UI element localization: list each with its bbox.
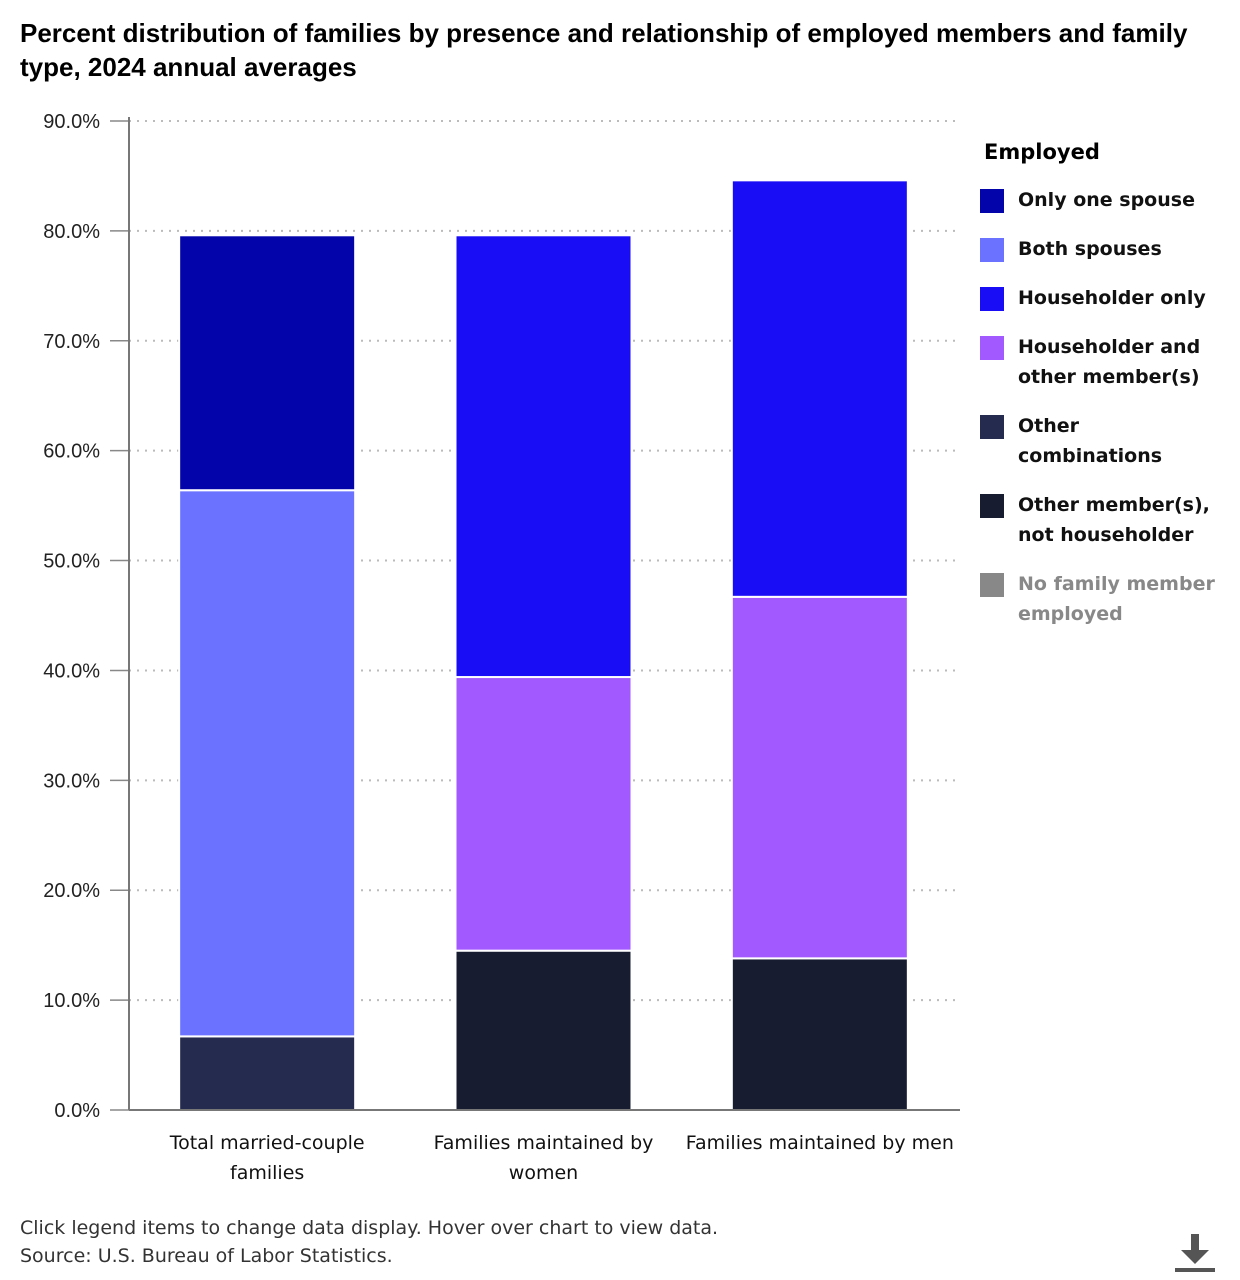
y-tick-label: 70.0% [43,331,100,353]
legend: Employed Only one spouse Both spouses Hous… [980,140,1230,651]
y-tick-label: 30.0% [43,770,100,792]
y-tick-label: 0.0% [54,1100,100,1122]
bar-segment[interactable] [730,957,909,1111]
y-tick-label: 90.0% [43,111,100,133]
x-tick-label: Families maintained by men [686,1132,954,1154]
legend-swatch [980,336,1004,360]
legend-item[interactable]: Other combinations [980,414,1230,471]
legend-swatch [980,415,1004,439]
legend-label: Householder only [1018,287,1206,309]
y-tick-label: 60.0% [43,441,100,463]
bar-segment[interactable] [178,234,357,492]
legend-label: Both spouses [1018,238,1162,260]
legend-label: Only one spouse [1018,189,1195,211]
x-tick-label: Families maintained by women [434,1132,654,1184]
legend-label: Householder and other member(s) [1018,336,1201,388]
footer-source: Source: U.S. Bureau of Labor Statistics. [20,1245,393,1267]
legend-item[interactable]: Other member(s), not householder [980,493,1230,550]
chart-title: Percent distribution of families by pres… [20,18,1188,82]
chart-area[interactable]: 0.0% 10.0% 20.0% 30.0% 40.0% 50.0% 60.0% 70.0% 8… [0,0,970,1200]
bar-segment[interactable] [730,179,909,598]
legend-label: No family member employed [1018,573,1215,625]
legend-label: Other member(s), not householder [1018,494,1210,546]
y-tick-label: 40.0% [43,660,100,682]
bar-segment[interactable] [454,234,633,679]
legend-item[interactable]: Householder only [980,286,1230,313]
footer-note: Click legend items to change data displa… [20,1217,719,1239]
legend-label: Other combinations [1018,415,1163,467]
bar-segment[interactable] [454,949,633,1112]
legend-item[interactable]: Only one spouse [980,188,1230,215]
legend-item[interactable]: Householder and other member(s) [980,335,1230,392]
legend-swatch [980,494,1004,518]
y-tick-label: 80.0% [43,221,100,243]
y-tick-label: 50.0% [43,551,100,573]
bar-segment[interactable] [178,1035,357,1111]
legend-swatch [980,573,1004,597]
chart-footer: Click legend items to change data displa… [20,1214,718,1270]
legend-title: Employed [984,140,1100,164]
legend-item[interactable]: No family member employed [980,572,1230,629]
legend-swatch [980,287,1004,311]
legend-swatch [980,238,1004,262]
download-icon[interactable] [1172,1230,1218,1276]
y-tick-label: 20.0% [43,880,100,902]
bar-segment[interactable] [730,595,909,960]
legend-item[interactable]: Both spouses [980,237,1230,264]
x-tick-label: Total married-couple families [169,1132,365,1184]
y-tick-label: 10.0% [43,990,100,1012]
bar-segment[interactable] [178,489,357,1038]
legend-swatch [980,189,1004,213]
bar-segment[interactable] [454,676,633,952]
